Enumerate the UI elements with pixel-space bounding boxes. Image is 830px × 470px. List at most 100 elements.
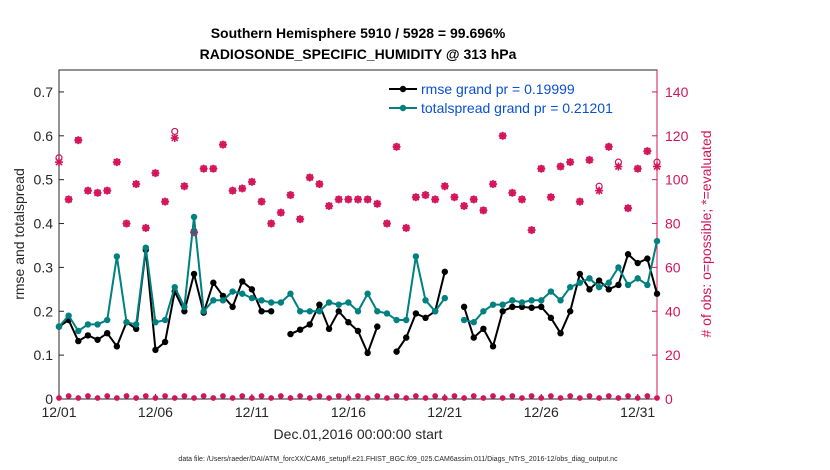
obs-evaluated-marker xyxy=(440,182,449,191)
obs-zero-marker xyxy=(490,393,496,399)
totalspread-point xyxy=(94,321,101,328)
obs-evaluated-marker xyxy=(334,195,343,204)
obs-zero-marker xyxy=(355,393,361,399)
totalspread-point xyxy=(605,279,612,286)
data-file-footnote: data file: /Users/raeder/DAI/ATM_forcXX/… xyxy=(178,456,618,463)
plot-area xyxy=(58,69,658,400)
rmse-point xyxy=(422,314,429,322)
obs-zero-marker xyxy=(75,395,82,401)
rmse-point xyxy=(132,325,140,333)
legend-marker-rmse xyxy=(399,85,407,93)
y-tick-label: 0.2 xyxy=(34,303,54,319)
obs-zero-marker xyxy=(133,395,140,401)
obs-evaluated-marker xyxy=(373,199,382,208)
obs-zero-marker xyxy=(519,395,525,401)
obs-evaluated-marker xyxy=(238,184,247,193)
obs-zero-marker xyxy=(229,395,236,401)
totalspread-point xyxy=(190,213,198,221)
obs-evaluated-marker xyxy=(286,191,295,200)
obs-zero-marker xyxy=(480,395,487,401)
obs-evaluated-marker xyxy=(344,195,353,204)
rmse-point xyxy=(287,330,294,338)
obs-evaluated-marker xyxy=(64,195,73,204)
totalspread-point xyxy=(277,299,285,306)
rmse-point xyxy=(229,303,236,311)
totalspread-point xyxy=(113,253,121,260)
totalspread-point xyxy=(219,297,227,304)
obs-zero-marker xyxy=(625,393,631,399)
rmse-point xyxy=(152,346,159,354)
totalspread-point xyxy=(287,290,294,297)
obs-zero-marker xyxy=(499,395,506,401)
totalspread-point xyxy=(441,294,449,302)
totalspread-point xyxy=(161,316,169,324)
rmse-point xyxy=(412,310,420,317)
obs-zero-marker xyxy=(85,393,91,399)
obs-zero-marker xyxy=(403,395,410,401)
obs-zero-marker xyxy=(104,393,111,399)
rmse-point xyxy=(518,303,526,311)
chart-subtitle: RADIOSONDE_SPECIFIC_HUMIDITY @ 313 hPa xyxy=(200,46,517,62)
obs-evaluated-marker xyxy=(55,158,63,167)
totalspread-point xyxy=(422,297,429,304)
totalspread-point xyxy=(171,283,178,291)
obs-zero-marker xyxy=(210,395,217,401)
totalspread-point xyxy=(75,327,82,335)
obs-zero-marker xyxy=(470,393,477,399)
obs-zero-marker xyxy=(220,393,226,399)
obs-zero-marker xyxy=(441,395,448,401)
totalspread-point xyxy=(84,321,92,328)
chart-title: Southern Hemisphere 5910 / 5928 = 99.696… xyxy=(211,25,506,41)
totalspread-point xyxy=(316,308,323,315)
obs-zero-marker xyxy=(335,393,342,399)
rmse-point xyxy=(325,325,333,333)
y-axis-right: 0 20 40 60 80 100 120 140 xyxy=(652,70,689,407)
obs-zero-marker xyxy=(191,395,197,401)
totalspread-point xyxy=(267,299,275,306)
totalspread-point xyxy=(538,297,545,304)
y2-tick-label: 40 xyxy=(665,303,681,319)
obs-evaluated-marker xyxy=(431,195,440,204)
totalspread-point xyxy=(509,297,516,304)
totalspread-point xyxy=(142,244,150,251)
rmse-point xyxy=(316,301,323,308)
obs-zero-marker xyxy=(364,395,371,401)
obs-zero-marker xyxy=(509,393,516,399)
legend: rmse grand pr = 0.19999 totalspread gran… xyxy=(389,81,613,116)
x-tick-label: 12/06 xyxy=(138,404,173,420)
obs-zero-marker xyxy=(557,395,564,401)
obs-zero-marker xyxy=(432,393,439,399)
obs-evaluated-marker xyxy=(354,195,362,204)
rmse-point xyxy=(605,286,612,293)
y2-tick-label: 100 xyxy=(665,172,689,188)
obs-evaluated-marker xyxy=(363,195,372,204)
rmse-point xyxy=(364,349,371,357)
y2-tick-label: 80 xyxy=(665,216,681,232)
obs-zero-marker xyxy=(297,393,304,399)
obs-evaluated-marker xyxy=(575,197,584,206)
rmse-point xyxy=(595,277,603,284)
obs-zero-marker xyxy=(239,393,246,399)
obs-zero-marker xyxy=(287,395,294,401)
obs-evaluated-marker xyxy=(267,219,276,228)
obs-evaluated-marker xyxy=(537,164,546,173)
obs-zero-marker xyxy=(316,393,323,399)
totalspread-point xyxy=(345,299,352,306)
rmse-point xyxy=(354,327,362,335)
obs-zero-marker xyxy=(654,395,660,401)
rmse-point xyxy=(403,334,410,341)
totalspread-point xyxy=(557,297,564,304)
y-tick-label: 0.7 xyxy=(34,84,54,100)
rmse-point xyxy=(557,330,564,337)
totalspread-point xyxy=(55,323,63,330)
obs-evaluated-marker xyxy=(527,226,536,235)
totalspread-point xyxy=(181,303,188,311)
obs-evaluated-marker xyxy=(392,142,401,151)
totalspread-point xyxy=(132,321,140,328)
obs-evaluated-marker xyxy=(161,197,170,206)
obs-evaluated-marker xyxy=(305,173,314,182)
totalspread-point xyxy=(364,290,371,297)
y-axis-label: rmse and totalspread xyxy=(11,168,27,300)
rmse-point xyxy=(94,336,101,343)
obs-evaluated-marker xyxy=(604,142,613,151)
